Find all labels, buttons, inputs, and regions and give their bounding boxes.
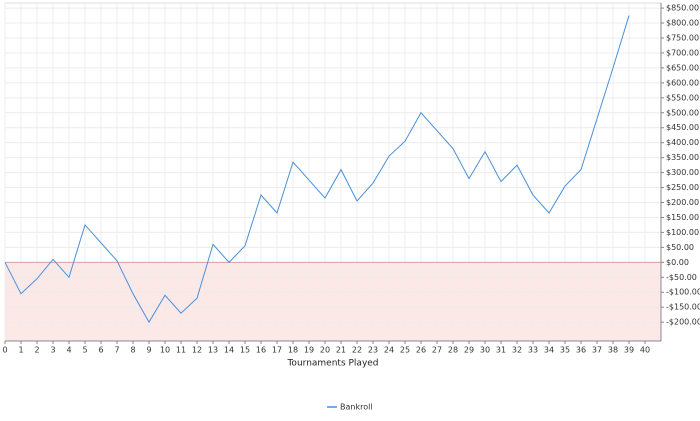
x-tick-label: 5: [82, 346, 87, 355]
negative-region: [5, 262, 661, 341]
x-tick-label: 31: [496, 346, 506, 355]
x-tick-label: 24: [384, 346, 394, 355]
y-tick-label: $700.00: [666, 48, 699, 57]
y-tick-label: -$100.00: [666, 288, 700, 297]
x-tick-label: 30: [480, 346, 490, 355]
x-tick-label: 16: [256, 346, 266, 355]
x-tick-label: 1: [18, 346, 23, 355]
x-tick-label: 29: [464, 346, 474, 355]
x-tick-label: 36: [576, 346, 586, 355]
x-tick-label: 0: [2, 346, 7, 355]
x-tick-label: 6: [98, 346, 103, 355]
y-tick-label: $350.00: [666, 153, 699, 162]
y-tick-label: $550.00: [666, 93, 699, 102]
x-axis-title: Tournaments Played: [286, 359, 378, 369]
x-tick-label: 3: [50, 346, 55, 355]
y-tick-label: $400.00: [666, 138, 699, 147]
x-tick-label: 13: [208, 346, 218, 355]
x-tick-label: 12: [192, 346, 202, 355]
x-tick-label: 18: [288, 346, 298, 355]
x-tick-label: 33: [528, 346, 538, 355]
x-tick-label: 34: [544, 346, 554, 355]
x-tick-label: 15: [240, 346, 250, 355]
x-tick-label: 25: [400, 346, 410, 355]
y-tick-label: $300.00: [666, 168, 699, 177]
x-tick-label: 28: [448, 346, 458, 355]
y-tick-label: $750.00: [666, 33, 699, 42]
x-tick-label: 14: [224, 346, 234, 355]
y-tick-label: $250.00: [666, 183, 699, 192]
x-tick-label: 35: [560, 346, 570, 355]
legend-label: Bankroll: [340, 403, 373, 412]
x-tick-label: 37: [592, 346, 602, 355]
x-tick-label: 2: [34, 346, 39, 355]
y-tick-label: $150.00: [666, 213, 699, 222]
x-tick-label: 4: [66, 346, 71, 355]
x-tick-label: 17: [272, 346, 282, 355]
x-tick-label: 10: [160, 346, 170, 355]
y-tick-label: $800.00: [666, 19, 699, 28]
x-tick-label: 9: [146, 346, 151, 355]
y-tick-label: $500.00: [666, 108, 699, 117]
y-tick-label: $100.00: [666, 228, 699, 237]
y-tick-label: $650.00: [666, 63, 699, 72]
x-tick-label: 27: [432, 346, 442, 355]
y-tick-label: $200.00: [666, 198, 699, 207]
x-tick-label: 22: [352, 346, 362, 355]
y-tick-label: -$150.00: [666, 303, 700, 312]
y-tick-label: $450.00: [666, 123, 699, 132]
x-tick-label: 32: [512, 346, 522, 355]
data-line: [4, 15, 630, 324]
x-tick-label: 38: [608, 346, 618, 355]
x-tick-label: 8: [130, 346, 135, 355]
x-tick-label: 11: [176, 346, 186, 355]
y-tick-label: -$50.00: [666, 273, 697, 282]
x-tick-label: 39: [624, 346, 634, 355]
y-tick-label: $600.00: [666, 78, 699, 87]
x-tick-label: 7: [114, 346, 119, 355]
y-tick-label: $50.00: [666, 243, 694, 252]
x-tick-label: 20: [320, 346, 330, 355]
x-tick-label: 23: [368, 346, 378, 355]
y-tick-label: $850.00: [666, 4, 699, 13]
y-tick-label: $0.00: [666, 258, 689, 267]
x-tick-label: 40: [640, 346, 650, 355]
y-tick-label: -$200.00: [666, 318, 700, 327]
x-tick-label: 21: [336, 346, 346, 355]
x-tick-label: 26: [416, 346, 426, 355]
x-tick-label: 19: [304, 346, 314, 355]
